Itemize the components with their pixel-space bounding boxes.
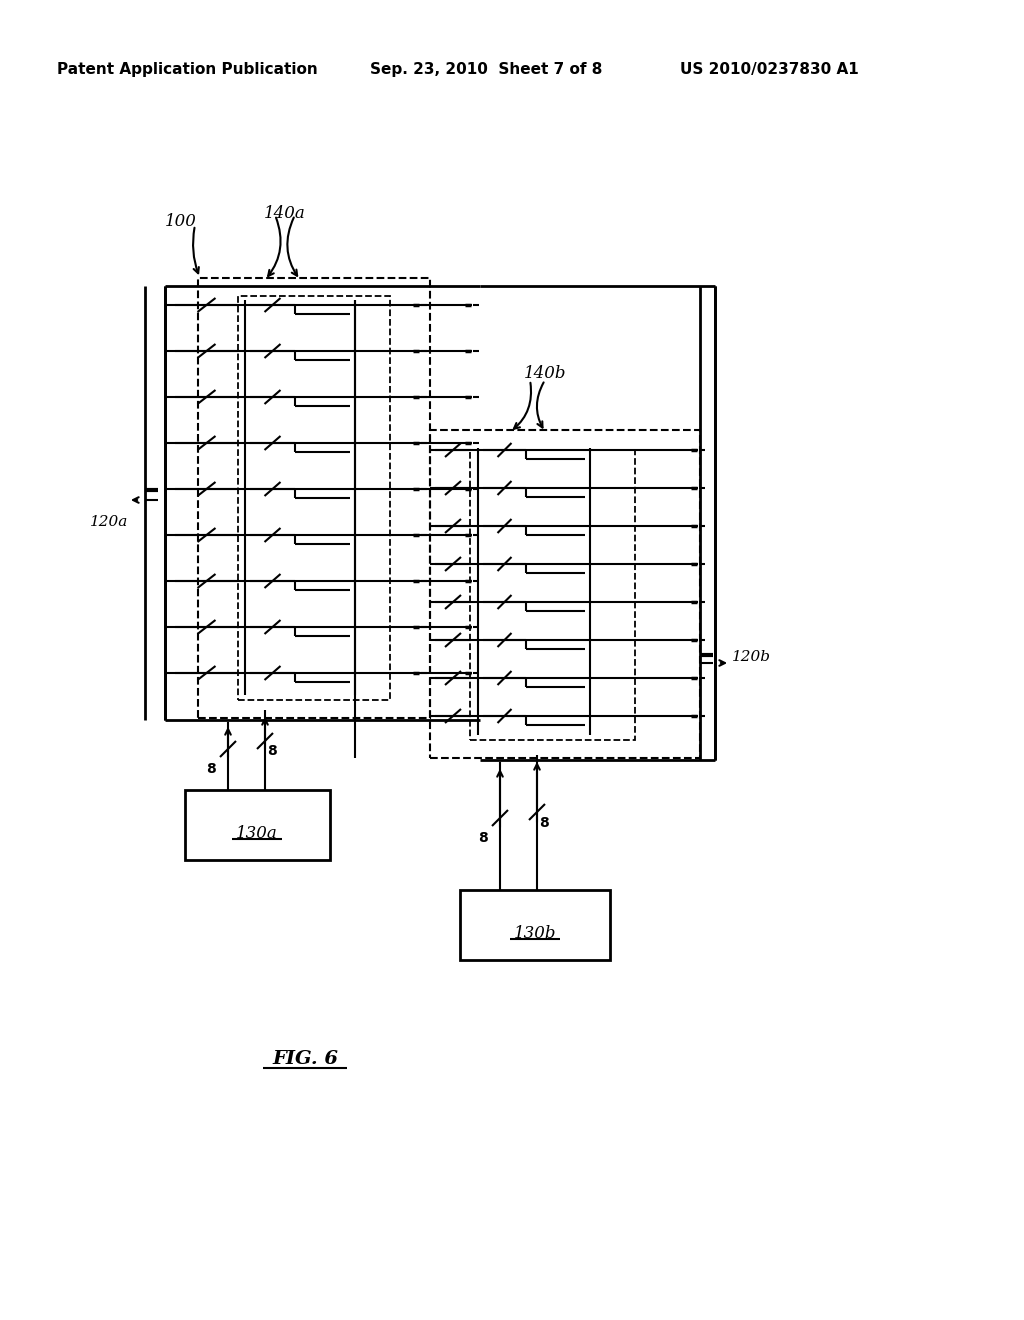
Bar (185, 789, 330, 861)
Text: 140a: 140a (264, 205, 306, 222)
Text: 140b: 140b (523, 366, 566, 381)
Text: Patent Application Publication: Patent Application Publication (57, 62, 317, 77)
Bar (460, 890, 610, 960)
Text: Sep. 23, 2010  Sheet 7 of 8: Sep. 23, 2010 Sheet 7 of 8 (370, 62, 602, 77)
Text: 130b: 130b (514, 924, 556, 941)
Text: 120a: 120a (90, 515, 128, 529)
Text: 130a: 130a (237, 825, 278, 842)
Bar (430, 430, 700, 758)
Bar (470, 450, 635, 741)
Text: 8: 8 (539, 816, 549, 830)
Text: US 2010/0237830 A1: US 2010/0237830 A1 (680, 62, 859, 77)
Text: 120b: 120b (732, 649, 771, 664)
Text: FIG. 6: FIG. 6 (272, 1049, 338, 1068)
Text: 100: 100 (165, 213, 197, 230)
Bar (238, 296, 390, 700)
Text: 8: 8 (267, 744, 276, 758)
Text: 8: 8 (206, 762, 216, 776)
Bar (198, 279, 430, 718)
Text: 8: 8 (478, 832, 488, 845)
